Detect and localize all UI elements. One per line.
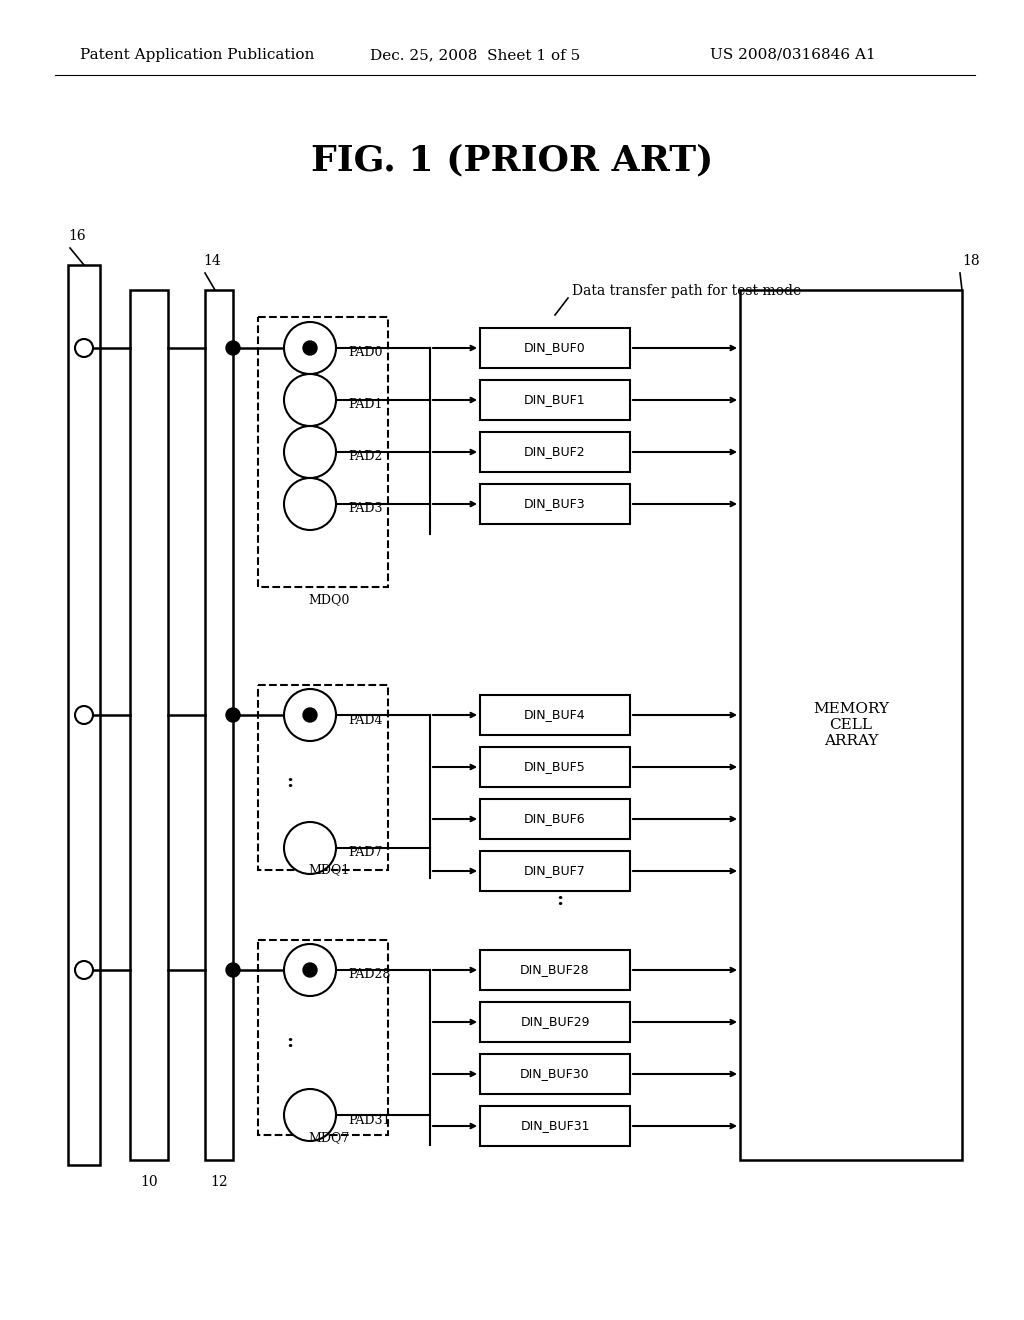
- Text: DIN_BUF31: DIN_BUF31: [520, 1119, 590, 1133]
- Text: DIN_BUF1: DIN_BUF1: [524, 393, 586, 407]
- Circle shape: [226, 964, 240, 977]
- Text: PAD31: PAD31: [348, 1114, 390, 1126]
- Circle shape: [303, 708, 317, 722]
- Circle shape: [284, 426, 336, 478]
- Circle shape: [75, 961, 93, 979]
- Text: Dec. 25, 2008  Sheet 1 of 5: Dec. 25, 2008 Sheet 1 of 5: [370, 48, 581, 62]
- Text: FIG. 1 (PRIOR ART): FIG. 1 (PRIOR ART): [311, 143, 713, 177]
- Text: DIN_BUF30: DIN_BUF30: [520, 1068, 590, 1081]
- Text: US 2008/0316846 A1: US 2008/0316846 A1: [710, 48, 876, 62]
- Circle shape: [226, 341, 240, 355]
- Bar: [480, 799, 630, 840]
- Circle shape: [284, 689, 336, 741]
- Circle shape: [226, 708, 240, 722]
- Text: DIN_BUF2: DIN_BUF2: [524, 446, 586, 458]
- Text: PAD28: PAD28: [348, 969, 390, 982]
- Text: DIN_BUF3: DIN_BUF3: [524, 498, 586, 511]
- Text: :: :: [287, 774, 294, 791]
- Bar: [205, 290, 233, 1160]
- Text: PAD7: PAD7: [348, 846, 382, 859]
- Bar: [258, 317, 388, 587]
- Text: DIN_BUF4: DIN_BUF4: [524, 709, 586, 722]
- Bar: [480, 747, 630, 787]
- Circle shape: [75, 706, 93, 723]
- Bar: [480, 851, 630, 891]
- Bar: [480, 1106, 630, 1146]
- Bar: [68, 265, 100, 1166]
- Bar: [130, 290, 168, 1160]
- Bar: [480, 380, 630, 420]
- Text: Patent Application Publication: Patent Application Publication: [80, 48, 314, 62]
- Text: DIN_BUF5: DIN_BUF5: [524, 760, 586, 774]
- Circle shape: [303, 964, 317, 977]
- Text: Data transfer path for test mode: Data transfer path for test mode: [572, 284, 801, 298]
- Text: DIN_BUF29: DIN_BUF29: [520, 1015, 590, 1028]
- Text: MEMORY
CELL
ARRAY: MEMORY CELL ARRAY: [813, 702, 889, 748]
- Circle shape: [284, 374, 336, 426]
- Text: DIN_BUF7: DIN_BUF7: [524, 865, 586, 878]
- Text: :: :: [556, 891, 563, 909]
- Text: MDQ1: MDQ1: [308, 863, 349, 876]
- Text: 12: 12: [210, 1175, 227, 1189]
- Text: PAD2: PAD2: [348, 450, 382, 463]
- Bar: [480, 484, 630, 524]
- Bar: [480, 950, 630, 990]
- Text: 10: 10: [140, 1175, 158, 1189]
- Text: 18: 18: [962, 253, 980, 268]
- Circle shape: [284, 322, 336, 374]
- Circle shape: [284, 944, 336, 997]
- Text: PAD4: PAD4: [348, 714, 383, 726]
- Text: DIN_BUF0: DIN_BUF0: [524, 342, 586, 355]
- Bar: [480, 1053, 630, 1094]
- Bar: [740, 290, 962, 1160]
- Circle shape: [303, 341, 317, 355]
- Circle shape: [284, 822, 336, 874]
- Text: DIN_BUF6: DIN_BUF6: [524, 813, 586, 825]
- Circle shape: [284, 478, 336, 531]
- Text: MDQ7: MDQ7: [308, 1131, 349, 1144]
- Bar: [480, 327, 630, 368]
- Text: :: :: [287, 1034, 294, 1051]
- Bar: [480, 432, 630, 473]
- Text: PAD0: PAD0: [348, 346, 383, 359]
- Text: PAD3: PAD3: [348, 503, 383, 516]
- Text: 14: 14: [203, 253, 221, 268]
- Text: PAD1: PAD1: [348, 399, 383, 412]
- Bar: [480, 1002, 630, 1041]
- Bar: [258, 685, 388, 870]
- Text: DIN_BUF28: DIN_BUF28: [520, 964, 590, 977]
- Text: 16: 16: [68, 228, 86, 243]
- Circle shape: [284, 1089, 336, 1140]
- Bar: [258, 940, 388, 1135]
- Circle shape: [75, 339, 93, 356]
- Text: MDQ0: MDQ0: [308, 594, 349, 606]
- Bar: [480, 696, 630, 735]
